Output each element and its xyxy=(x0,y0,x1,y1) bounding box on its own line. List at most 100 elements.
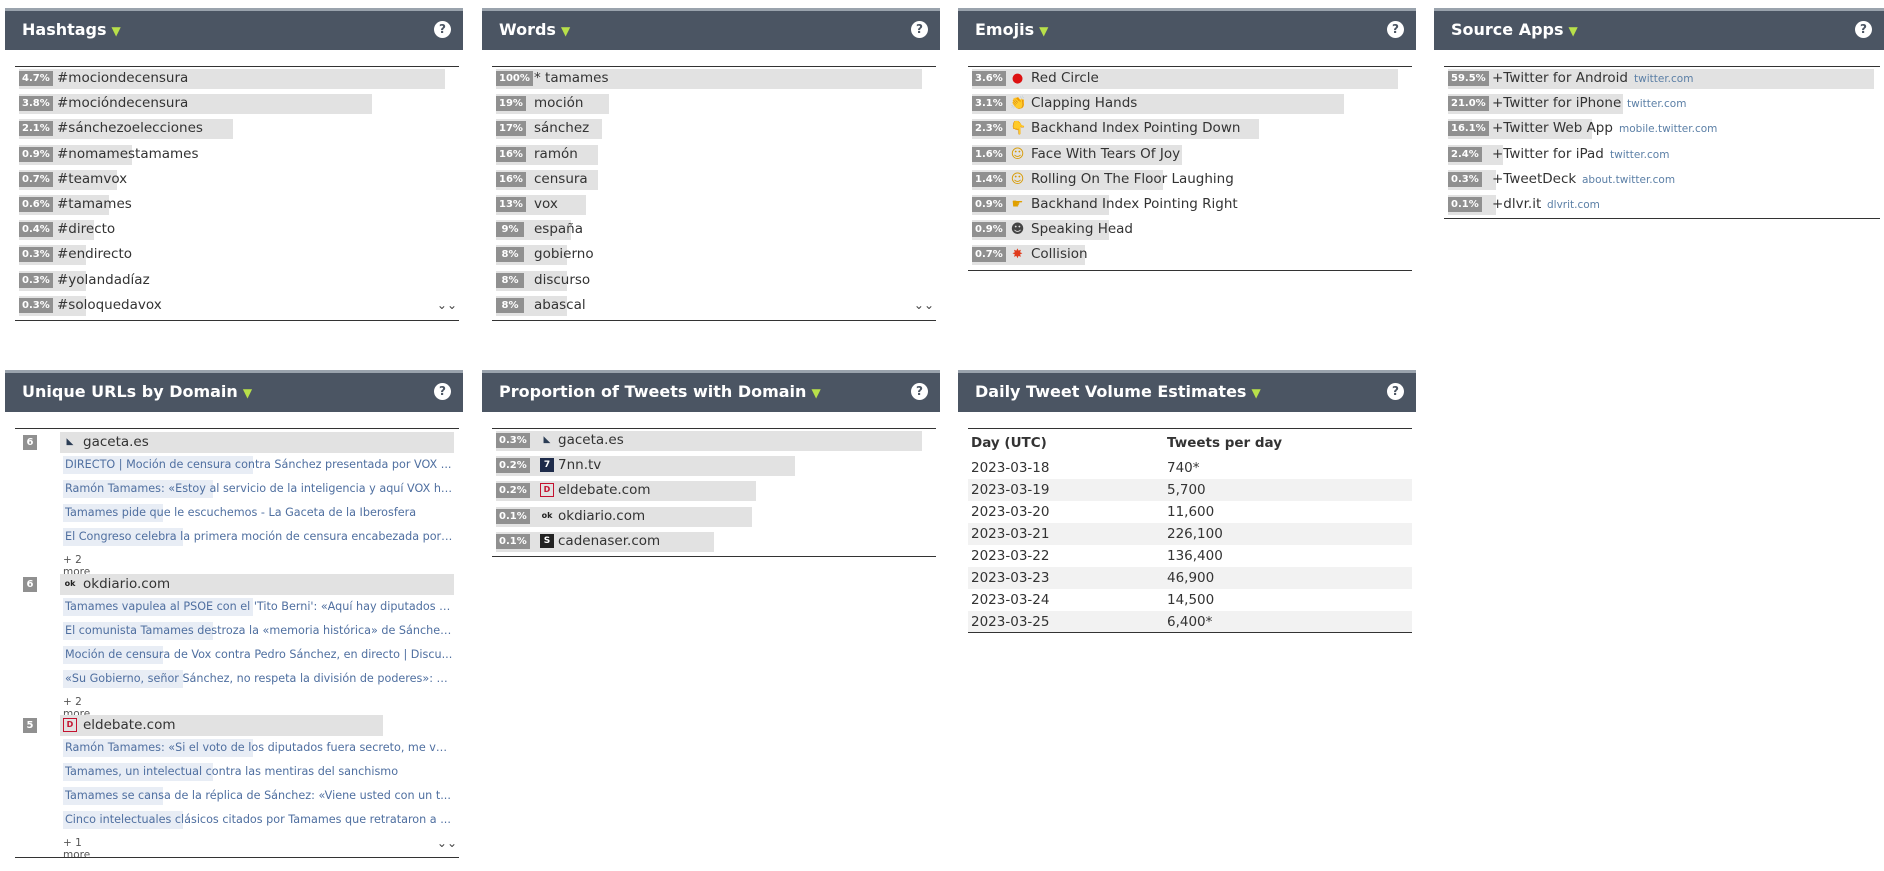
app-host-link[interactable]: twitter.com xyxy=(1634,73,1694,85)
url-link[interactable]: El comunista Tamames destroza la «memori… xyxy=(65,624,453,637)
app-host-link[interactable]: about.twitter.com xyxy=(1582,173,1676,186)
count-cell: 5,700 xyxy=(1164,479,1412,501)
list-item[interactable]: 21.0% +Twitter for iPhone twitter.com xyxy=(1448,93,1884,115)
list-item[interactable]: 16% ramón xyxy=(496,144,936,165)
url-link[interactable]: Tamames, un intelectual contra las menti… xyxy=(65,765,399,778)
help-icon[interactable]: ? xyxy=(434,383,451,400)
download-icon[interactable]: ▼ xyxy=(111,24,121,38)
list-item[interactable]: 1.4% ☺ Rolling On The Floor Laughing xyxy=(972,169,1412,190)
url-link[interactable]: Moción de censura de Vox contra Pedro Sá… xyxy=(65,648,453,661)
list-item[interactable]: 19% moción xyxy=(496,93,936,115)
okdiario-icon: ok xyxy=(541,510,553,520)
app-host-link[interactable]: twitter.com xyxy=(1627,98,1687,111)
list-item[interactable]: 16% censura xyxy=(496,169,936,190)
app-host-link[interactable]: mobile.twitter.com xyxy=(1619,123,1718,136)
list-item[interactable]: 0.9% #nomamestamames xyxy=(19,144,459,165)
download-icon[interactable]: ▼ xyxy=(1568,24,1578,38)
list-item[interactable]: 0.4% #directo xyxy=(19,219,459,241)
percentage-badge: 0.1% xyxy=(496,508,530,524)
list-item[interactable]: 0.1% ok okdiario.com xyxy=(496,506,936,527)
list-item[interactable]: 0.3% #endirecto xyxy=(19,244,459,266)
domain-label[interactable]: gaceta.es xyxy=(83,434,149,450)
list-item[interactable]: 100% * tamames xyxy=(496,68,936,89)
list-item[interactable]: 2.4% +Twitter for iPad twitter.com xyxy=(1448,144,1884,165)
download-icon[interactable]: ▼ xyxy=(560,24,571,38)
list-item[interactable]: 16.1% +Twitter Web App mobile.twitter.com xyxy=(1448,118,1884,140)
list-item[interactable]: 17% sánchez xyxy=(496,118,936,140)
list-item[interactable]: 0.6% #tamames xyxy=(19,194,459,215)
url-link[interactable]: Cinco intelectuales clásicos citados por… xyxy=(65,813,451,826)
list-item[interactable]: 0.3% #soloquedavox xyxy=(19,295,459,316)
list-item[interactable]: 3.6% ● Red Circle xyxy=(972,68,1412,89)
help-icon[interactable]: ? xyxy=(1387,383,1404,400)
expand-chevron-icon[interactable]: ⌄⌄ xyxy=(913,298,934,312)
help-icon[interactable]: ? xyxy=(911,383,928,400)
list-item[interactable]: 0.2% 7 7nn.tv xyxy=(496,455,936,477)
list-item[interactable]: 0.9% ☛ Backhand Index Pointing Right xyxy=(972,194,1412,215)
proportion-bar xyxy=(972,169,1163,190)
panel-title: Hashtags ▼ xyxy=(22,20,121,39)
app-host-link[interactable]: dlvrit.com xyxy=(1547,199,1600,211)
percentage-badge: 16% xyxy=(496,171,526,187)
table-row: 2023-03-19 5,700 xyxy=(968,479,1412,501)
help-icon[interactable]: ? xyxy=(434,21,451,38)
domain-label[interactable]: eldebate.com xyxy=(83,717,176,733)
list-item[interactable]: 0.7% ✸ Collision xyxy=(972,244,1412,266)
percentage-badge: 21.0% xyxy=(1448,96,1489,112)
list-item[interactable]: 1.6% ☺ Face With Tears Of Joy xyxy=(972,144,1412,165)
list-item[interactable]: 3.1% 👏 Clapping Hands xyxy=(972,93,1412,115)
download-icon[interactable]: ▼ xyxy=(1251,386,1261,400)
list-item[interactable]: 0.1% +dlvr.it dlvrit.com xyxy=(1448,194,1884,215)
help-icon[interactable]: ? xyxy=(1387,21,1404,38)
list-item[interactable]: 2.1% #sánchezoelecciones xyxy=(19,118,459,140)
list-item[interactable]: 0.3% #yolandadíaz xyxy=(19,270,459,291)
url-link[interactable]: Tamames vapulea al PSOE con el 'Tito Ber… xyxy=(65,600,453,613)
url-link[interactable]: Tamames se cansa de la réplica de Sánche… xyxy=(65,789,451,802)
download-icon[interactable]: ▼ xyxy=(242,386,253,400)
domain-label: okdiario.com xyxy=(558,507,646,524)
list-item[interactable]: 2.3% 👇 Backhand Index Pointing Down xyxy=(972,118,1412,140)
list-item[interactable]: 8% abascal xyxy=(496,295,936,316)
download-icon[interactable]: ▼ xyxy=(1039,24,1049,38)
expand-chevron-icon[interactable]: ⌄⌄ xyxy=(436,836,457,850)
proportion-bar xyxy=(496,69,922,89)
list-item[interactable]: 9% españa xyxy=(496,219,936,241)
count-badge: 6 xyxy=(23,577,37,592)
day-cell: 2023-03-19 xyxy=(968,479,1164,501)
percentage-badge: 1.6% xyxy=(972,146,1006,162)
list-item[interactable]: 0.9% ☻ Speaking Head xyxy=(972,219,1412,241)
expand-chevron-icon[interactable]: ⌄⌄ xyxy=(436,298,457,312)
list-item[interactable]: 8% discurso xyxy=(496,270,936,291)
url-link[interactable]: Ramón Tamames: «Estoy al servicio de la … xyxy=(65,482,453,495)
list-item[interactable]: 59.5% +Twitter for Android twitter.com xyxy=(1448,68,1884,89)
column-header-count: Tweets per day xyxy=(1167,435,1283,451)
help-icon[interactable]: ? xyxy=(911,21,928,38)
url-link[interactable]: Ramón Tamames: «Si el voto de los diputa… xyxy=(65,741,453,754)
url-link[interactable]: DIRECTO | Moción de censura contra Sánch… xyxy=(65,458,452,471)
words-header: Words ▼ ? xyxy=(482,8,940,50)
list-item[interactable]: 4.7% #mociondecensura xyxy=(19,68,459,89)
percentage-badge: 0.7% xyxy=(19,171,53,187)
app-host-link[interactable]: twitter.com xyxy=(1610,148,1670,161)
item-label: ramón xyxy=(534,145,578,162)
download-icon[interactable]: ▼ xyxy=(811,386,821,400)
help-icon[interactable]: ? xyxy=(1855,21,1872,38)
url-link[interactable]: Tamames pide que le escuchemos - La Gace… xyxy=(65,506,417,519)
gaceta-icon: ◣ xyxy=(66,437,74,447)
list-item[interactable]: 3.8% #mocióndecensura xyxy=(19,93,459,115)
proportion-bar xyxy=(972,195,1109,215)
list-item[interactable]: 0.3% +TweetDeck about.twitter.com xyxy=(1448,169,1884,190)
show-more-link[interactable]: + 1 more xyxy=(63,837,91,861)
url-link[interactable]: El Congreso celebra la primera moción de… xyxy=(65,530,453,543)
url-link[interactable]: «Su Gobierno, señor Sánchez, no respeta … xyxy=(65,672,453,685)
urls-panel: Unique URLs by Domain ▼ ? 6 ◣ gaceta.es DIRE… xyxy=(5,370,463,870)
list-item[interactable]: 13% vox xyxy=(496,194,936,215)
domain-label[interactable]: okdiario.com xyxy=(83,576,171,592)
list-item[interactable]: 0.7% #teamvox xyxy=(19,169,459,190)
list-item[interactable]: 8% gobierno xyxy=(496,244,936,266)
percentage-badge: 0.9% xyxy=(972,197,1006,212)
item-label: moción xyxy=(534,95,584,112)
list-item[interactable]: 0.3% ◣ gaceta.es xyxy=(496,430,936,451)
